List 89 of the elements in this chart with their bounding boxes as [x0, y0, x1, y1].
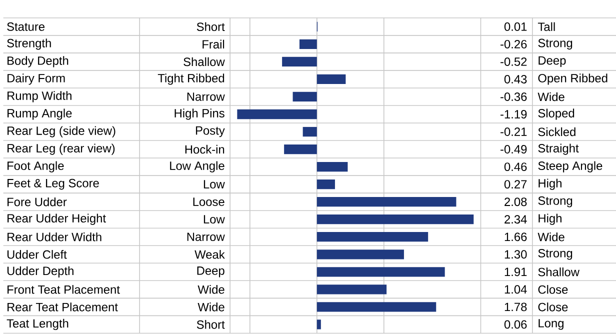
- data-label: 2.34: [504, 215, 527, 224]
- text: Long: [538, 319, 564, 330]
- text: Deep: [538, 56, 566, 67]
- data-label: 1.66: [504, 232, 527, 241]
- text: Strong: [538, 38, 572, 50]
- data-label: 1.91: [504, 268, 527, 276]
- y-tick-label: Feet & Leg Score: [8, 178, 99, 190]
- text: Tall: [538, 22, 555, 31]
- text: Steep Angle: [538, 161, 602, 172]
- text: Loose: [193, 198, 224, 206]
- bar: [316, 320, 321, 330]
- text: Straight: [538, 144, 579, 155]
- y-tick-label: Rear Udder Width: [8, 232, 102, 242]
- bar: [316, 232, 428, 242]
- data-label: 2.08: [504, 198, 527, 206]
- text: High: [538, 214, 562, 225]
- bar: [316, 74, 346, 84]
- data-label: -0.21: [500, 127, 527, 136]
- text: Open Ribbed: [538, 74, 608, 85]
- bar: [282, 56, 317, 66]
- y-tick-label: Rear Leg (rear view): [8, 144, 115, 155]
- text: Shallow: [538, 267, 580, 276]
- y-tick-label: Udder Cleft: [7, 250, 67, 259]
- data-label: 1.78: [504, 302, 527, 312]
- bar: [292, 92, 317, 102]
- text: Sickled: [538, 127, 576, 136]
- text: Wide: [198, 302, 224, 312]
- bar: [316, 214, 474, 224]
- data-label: -0.52: [500, 57, 527, 66]
- text: Low: [204, 180, 225, 188]
- text: Posty: [196, 126, 225, 138]
- y-tick-label: Rear Udder Height: [8, 214, 106, 225]
- data-label: 1.04: [504, 285, 527, 294]
- y-tick-label: Rump Width: [8, 91, 72, 102]
- text: Strong: [538, 248, 572, 260]
- text: Tight Ribbed: [158, 74, 224, 85]
- text: High: [538, 178, 562, 190]
- text: Narrow: [187, 92, 225, 101]
- text: Short: [196, 22, 225, 31]
- data-label: 0.27: [504, 180, 527, 188]
- text: Hock-in: [185, 144, 224, 154]
- y-tick-label: Foot Angle: [8, 161, 64, 172]
- data-label: 0.43: [504, 74, 527, 84]
- text: Wide: [538, 92, 564, 102]
- bar: [284, 144, 317, 154]
- bar: [316, 302, 436, 312]
- bar: [237, 109, 317, 119]
- data-label: 0.46: [504, 162, 527, 171]
- bar: [316, 162, 348, 172]
- text: High Pins: [174, 108, 224, 120]
- data-label: 0.06: [504, 320, 527, 329]
- text: Close: [538, 284, 568, 294]
- text: Low Angle: [170, 161, 224, 172]
- y-tick-label: Front Teat Placement: [8, 284, 120, 294]
- data-label: 0.01: [504, 22, 527, 31]
- y-tick-label: Fore Udder: [8, 197, 67, 206]
- text: Sloped: [538, 108, 574, 120]
- y-tick-label: Stature: [7, 22, 45, 31]
- text: Weak: [194, 250, 225, 259]
- text: Low: [204, 215, 225, 224]
- text: Frail: [202, 40, 224, 48]
- text: Short: [196, 320, 225, 329]
- data-label: 1.30: [504, 250, 527, 259]
- bar: [299, 39, 317, 49]
- bar: [302, 126, 317, 136]
- y-tick-label: Rump Angle: [8, 108, 72, 120]
- text: Strong: [538, 196, 572, 208]
- text: Wide: [198, 284, 224, 294]
- bar: [316, 249, 404, 260]
- text: Narrow: [187, 232, 225, 241]
- data-label: -0.36: [500, 92, 527, 101]
- y-tick-label: Teat Length: [6, 318, 68, 330]
- y-tick-label: Rear Teat Placement: [8, 302, 118, 312]
- data-label: -0.49: [500, 144, 527, 154]
- y-tick-label: Udder Depth: [7, 266, 74, 278]
- data-label: -0.26: [500, 40, 527, 48]
- text: Close: [538, 302, 568, 312]
- text: Shallow: [184, 57, 225, 66]
- text: Deep: [197, 266, 224, 278]
- y-tick-label: Strength: [7, 38, 51, 50]
- y-tick-label: Dairy Form: [8, 74, 65, 85]
- y-tick-label: Body Depth: [8, 56, 68, 68]
- bar: [316, 179, 335, 190]
- bar: [316, 196, 456, 207]
- data-label: -1.19: [500, 110, 527, 118]
- text: Wide: [538, 232, 564, 242]
- y-tick-label: Rear Leg (side view): [8, 126, 116, 138]
- bar: [316, 284, 387, 294]
- bar: [316, 266, 445, 277]
